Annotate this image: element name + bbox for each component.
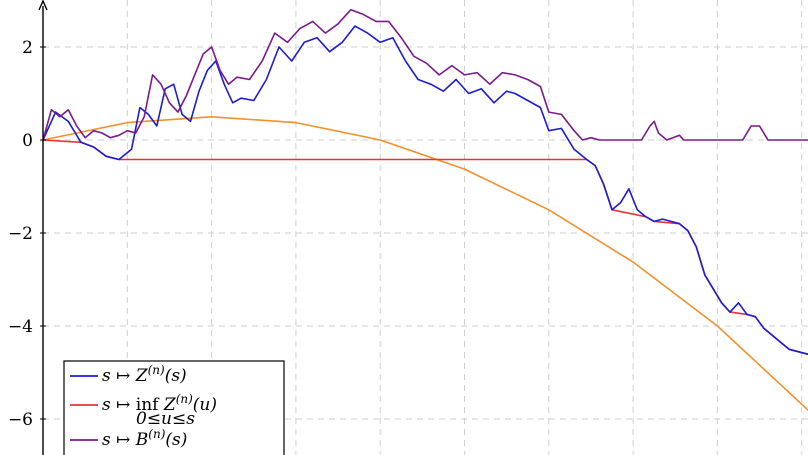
legend-label: s ↦ B(n)(s) xyxy=(102,427,187,450)
series-line-3 xyxy=(42,116,808,412)
y-tick-labels: 2 0 −2 −4 −6 xyxy=(8,38,33,430)
y-tick-label: −2 xyxy=(8,224,33,244)
y-tick-label: −6 xyxy=(8,410,33,430)
legend-label: s ↦ inf Z(n)(u) xyxy=(102,392,217,415)
legend-label-subscript: 0≤u≤s xyxy=(136,409,195,429)
y-axis-arrow xyxy=(38,0,48,11)
y-tick-label: 0 xyxy=(22,131,33,151)
y-tick-label: 2 xyxy=(22,38,33,58)
series-group xyxy=(42,9,808,412)
series-line-0 xyxy=(42,25,808,356)
axes xyxy=(38,0,48,455)
series-line-2 xyxy=(42,9,808,141)
legend-box xyxy=(63,360,285,455)
legend: s ↦ Z(n)(s) s ↦ inf Z(n)(u)0≤u≤ss ↦ B(n)(… xyxy=(63,360,285,455)
series-line-1 xyxy=(42,139,808,356)
y-tick-label: −4 xyxy=(8,317,33,337)
legend-label: s ↦ Z(n)(s) xyxy=(102,363,187,386)
